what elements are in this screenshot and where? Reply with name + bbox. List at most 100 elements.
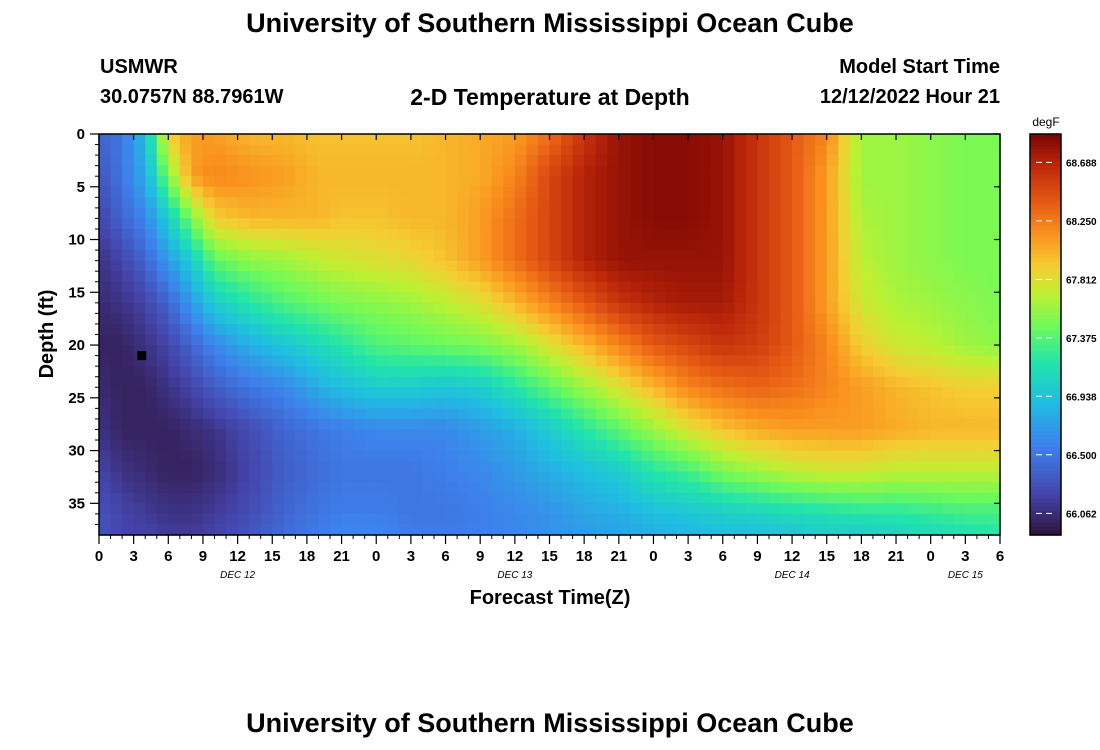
heatmap-cell [711, 345, 724, 357]
heatmap-cell [722, 218, 735, 230]
heatmap-cell [526, 418, 539, 431]
colorbar-segment [1030, 158, 1061, 163]
heatmap-cell [618, 461, 631, 473]
heatmap-cell [734, 461, 747, 473]
heatmap-cell [653, 355, 666, 367]
heatmap-cell [468, 271, 481, 283]
heatmap-cell [191, 440, 204, 452]
heatmap-cell [872, 260, 886, 272]
heatmap-cell [272, 503, 285, 515]
heatmap-cell [295, 186, 308, 198]
heatmap-cell [133, 408, 146, 420]
x-tick-label: 12 [784, 548, 801, 565]
colorbar-segment [1030, 166, 1061, 171]
heatmap-cell [156, 355, 169, 367]
heatmap-cell [676, 376, 689, 388]
heatmap-cell [457, 134, 470, 146]
heatmap-cell [699, 165, 712, 177]
heatmap-cell [745, 281, 759, 293]
heatmap-cell [630, 186, 643, 198]
heatmap-cell [364, 334, 377, 346]
heatmap-cell [249, 176, 262, 188]
heatmap-cell [526, 492, 539, 504]
heatmap-cell [780, 418, 793, 431]
heatmap-cell [445, 186, 458, 198]
heatmap-cell [202, 440, 216, 452]
heatmap-cell [468, 387, 481, 399]
heatmap-cell [561, 186, 574, 198]
heatmap-cell [849, 513, 862, 526]
heatmap-cell [237, 450, 250, 462]
heatmap-cell [976, 450, 990, 462]
heatmap-cell [976, 355, 990, 367]
heatmap-cell [572, 366, 585, 378]
heatmap-cell [514, 355, 527, 367]
heatmap-cell [584, 197, 597, 209]
heatmap-cell [988, 408, 1001, 420]
heatmap-cell [815, 418, 828, 431]
heatmap-cell [537, 345, 551, 357]
heatmap-cell [537, 186, 551, 198]
heatmap-cell [930, 323, 943, 336]
heatmap-cell [295, 165, 308, 177]
heatmap-cell [133, 471, 146, 483]
heatmap-cell [872, 250, 886, 262]
heatmap-cell [618, 228, 631, 241]
heatmap-cell [745, 334, 759, 346]
heatmap-cell [260, 503, 273, 515]
heatmap-cell [919, 302, 932, 314]
heatmap-cell [768, 292, 782, 304]
heatmap-cell [422, 134, 435, 146]
heatmap-cell [676, 260, 689, 272]
heatmap-cell [249, 345, 262, 357]
heatmap-cell [272, 176, 285, 188]
heatmap-cell [514, 302, 527, 314]
heatmap-cell [676, 207, 689, 220]
heatmap-cell [410, 271, 424, 283]
heatmap-cell [526, 239, 539, 251]
heatmap-cell [618, 281, 631, 293]
heatmap-cell [584, 355, 597, 367]
heatmap-cell [630, 207, 643, 220]
heatmap-cell [272, 492, 285, 504]
heatmap-cell [330, 345, 343, 357]
heatmap-cell [872, 376, 886, 388]
heatmap-cell [202, 323, 216, 336]
heatmap-cell [665, 197, 678, 209]
heatmap-cell [688, 366, 701, 378]
heatmap-cell [780, 524, 793, 536]
heatmap-cell [122, 471, 135, 483]
heatmap-cell [376, 281, 389, 293]
heatmap-cell [133, 345, 146, 357]
heatmap-cell [122, 418, 135, 431]
heatmap-cell [607, 176, 620, 188]
heatmap-cell [306, 239, 320, 251]
heatmap-cell [630, 482, 643, 494]
heatmap-cell [480, 461, 493, 473]
heatmap-cell [757, 134, 770, 146]
heatmap-cell [768, 197, 782, 209]
heatmap-cell [295, 207, 308, 220]
heatmap-cell [630, 155, 643, 167]
heatmap-cell [768, 144, 782, 156]
heatmap-cell [457, 197, 470, 209]
heatmap-cell [849, 461, 862, 473]
heatmap-cell [699, 376, 712, 388]
heatmap-cell [318, 218, 331, 230]
heatmap-cell [792, 482, 805, 494]
heatmap-cell [122, 228, 135, 241]
heatmap-cell [745, 218, 759, 230]
colorbar-segment [1030, 154, 1061, 159]
heatmap-cell [711, 207, 724, 220]
heatmap-cell [641, 207, 655, 220]
heatmap-cell [99, 186, 112, 198]
heatmap-cell [445, 323, 458, 336]
heatmap-cell [595, 492, 608, 504]
heatmap-cell [757, 471, 770, 483]
heatmap-cell [122, 239, 135, 251]
heatmap-cell [572, 440, 585, 452]
heatmap-cell [191, 492, 204, 504]
heatmap-cell [341, 492, 354, 504]
heatmap-cell [826, 228, 839, 241]
heatmap-cell [145, 461, 158, 473]
